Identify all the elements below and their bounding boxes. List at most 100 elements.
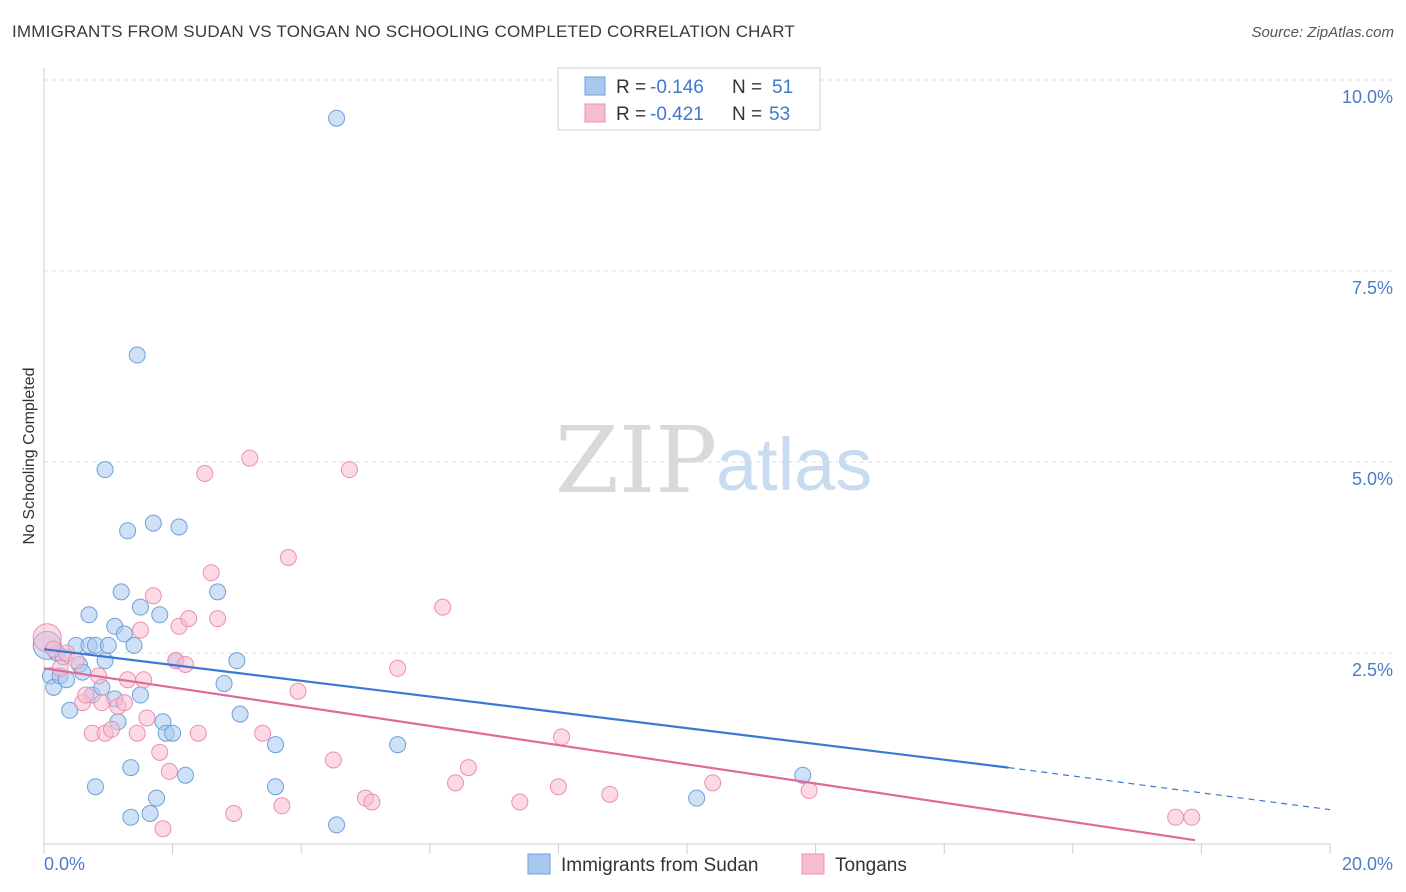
tongans-point [209,610,227,628]
bottom-label-sudan: Immigrants from Sudan [561,855,758,876]
sudan-point [80,606,98,624]
tongans-point [160,762,178,780]
sudan-point [794,766,812,784]
data-points [32,109,1201,838]
x-tick-min: 0.0% [44,854,85,874]
tongans-point [151,743,169,761]
source-label: Source: ZipAtlas.com [1251,24,1394,41]
sudan-point [131,686,149,704]
tongans-point [279,549,297,566]
sudan-point [122,759,140,777]
tongans-point [704,774,722,792]
tongans-point [103,720,121,738]
y-tick-label-2: 7.5% [1352,278,1393,298]
tongans-point [131,621,149,639]
legend-n-value-1: 51 [772,77,793,98]
sudan-point [122,808,140,826]
sudan-point [215,675,233,693]
tongans-point [389,659,407,677]
sudan-point [112,583,130,601]
tongans-point [241,449,259,467]
sudan-point [99,636,117,654]
tongans-point [459,759,477,777]
sudan-point [176,766,194,784]
tongans-point [800,782,818,800]
tongans-point [289,682,307,700]
bottom-swatch-sudan [527,853,551,875]
sudan-point [119,522,137,540]
chart-title: IMMIGRANTS FROM SUDAN VS TONGAN NO SCHOO… [12,22,795,41]
tongans-point [324,751,342,769]
tongans-point [93,694,111,712]
sudan-point [209,583,227,601]
y-tick-label-1: 5.0% [1352,469,1393,489]
legend-n-label-2: N = [732,104,762,125]
tongans-point [77,686,95,704]
tongans-point [1183,808,1201,826]
sudan-point [128,346,146,364]
tongans-point [115,694,133,712]
sudan-point [389,736,407,754]
sudan-point [164,724,182,742]
series-legend: Immigrants from Sudan Tongans [527,853,907,876]
legend-r-value-2: -0.421 [650,104,704,125]
tongans-point [176,655,194,673]
sudan-point [61,701,79,719]
legend-n-label-1: N = [732,77,762,98]
tongans-point [154,820,172,838]
legend-n-value-2: 53 [769,104,790,125]
tongans-point [549,778,567,796]
tongans-point [202,564,220,582]
tongans-point [135,671,153,689]
sudan-point [266,778,284,796]
tongans-point [225,804,243,822]
tongans-point [601,785,619,803]
sudan-point [86,778,104,796]
sudan-point [266,736,284,754]
watermark-atlas: atlas [716,423,872,506]
sudan-trend-line [43,648,1009,769]
y-tick-label-3: 10.0% [1342,87,1393,107]
legend-r-label-1: R = [616,77,646,98]
tongans-trend-line [43,667,1196,842]
tongans-point [138,709,156,727]
x-tick-max: 20.0% [1342,854,1393,874]
y-tick-labels: 2.5% 5.0% 7.5% 10.0% [1342,87,1393,680]
tongans-point [128,724,146,742]
sudan-point [148,789,166,807]
tongans-point [196,464,214,482]
bottom-swatch-tongans [801,853,825,875]
sudan-point [96,461,114,479]
tongans-point [553,728,571,746]
sudan-point [125,636,143,654]
sudan-trend-extension [1008,767,1331,811]
tongans-point [273,797,291,815]
correlation-legend: R = -0.146 N = 51 R = -0.421 N = 53 [557,67,821,131]
sudan-point [144,514,162,532]
sudan-point [328,109,346,127]
tongans-point [340,461,358,479]
tongans-point [1167,808,1185,826]
sudan-point [131,598,149,616]
sudan-point [170,518,188,536]
sudan-point [688,789,706,807]
legend-r-value-1: -0.146 [650,77,704,98]
tongans-point [67,652,85,670]
tongans-point [254,724,272,742]
trend-lines [43,648,1331,842]
tongans-point [434,598,452,616]
y-tick-label-0: 2.5% [1352,660,1393,680]
tongans-point [447,774,465,792]
axes [43,68,1331,854]
sudan-point [151,606,169,624]
sudan-point [141,804,159,822]
tongans-point [363,793,381,811]
sudan-point [328,816,346,834]
watermark-zip: ZIP [555,407,717,514]
sudan-point [228,652,246,670]
bottom-label-tongans: Tongans [835,855,907,876]
tongans-point [51,659,69,677]
y-axis-title: No Schooling Completed [21,368,38,545]
sudan-point [231,705,249,723]
